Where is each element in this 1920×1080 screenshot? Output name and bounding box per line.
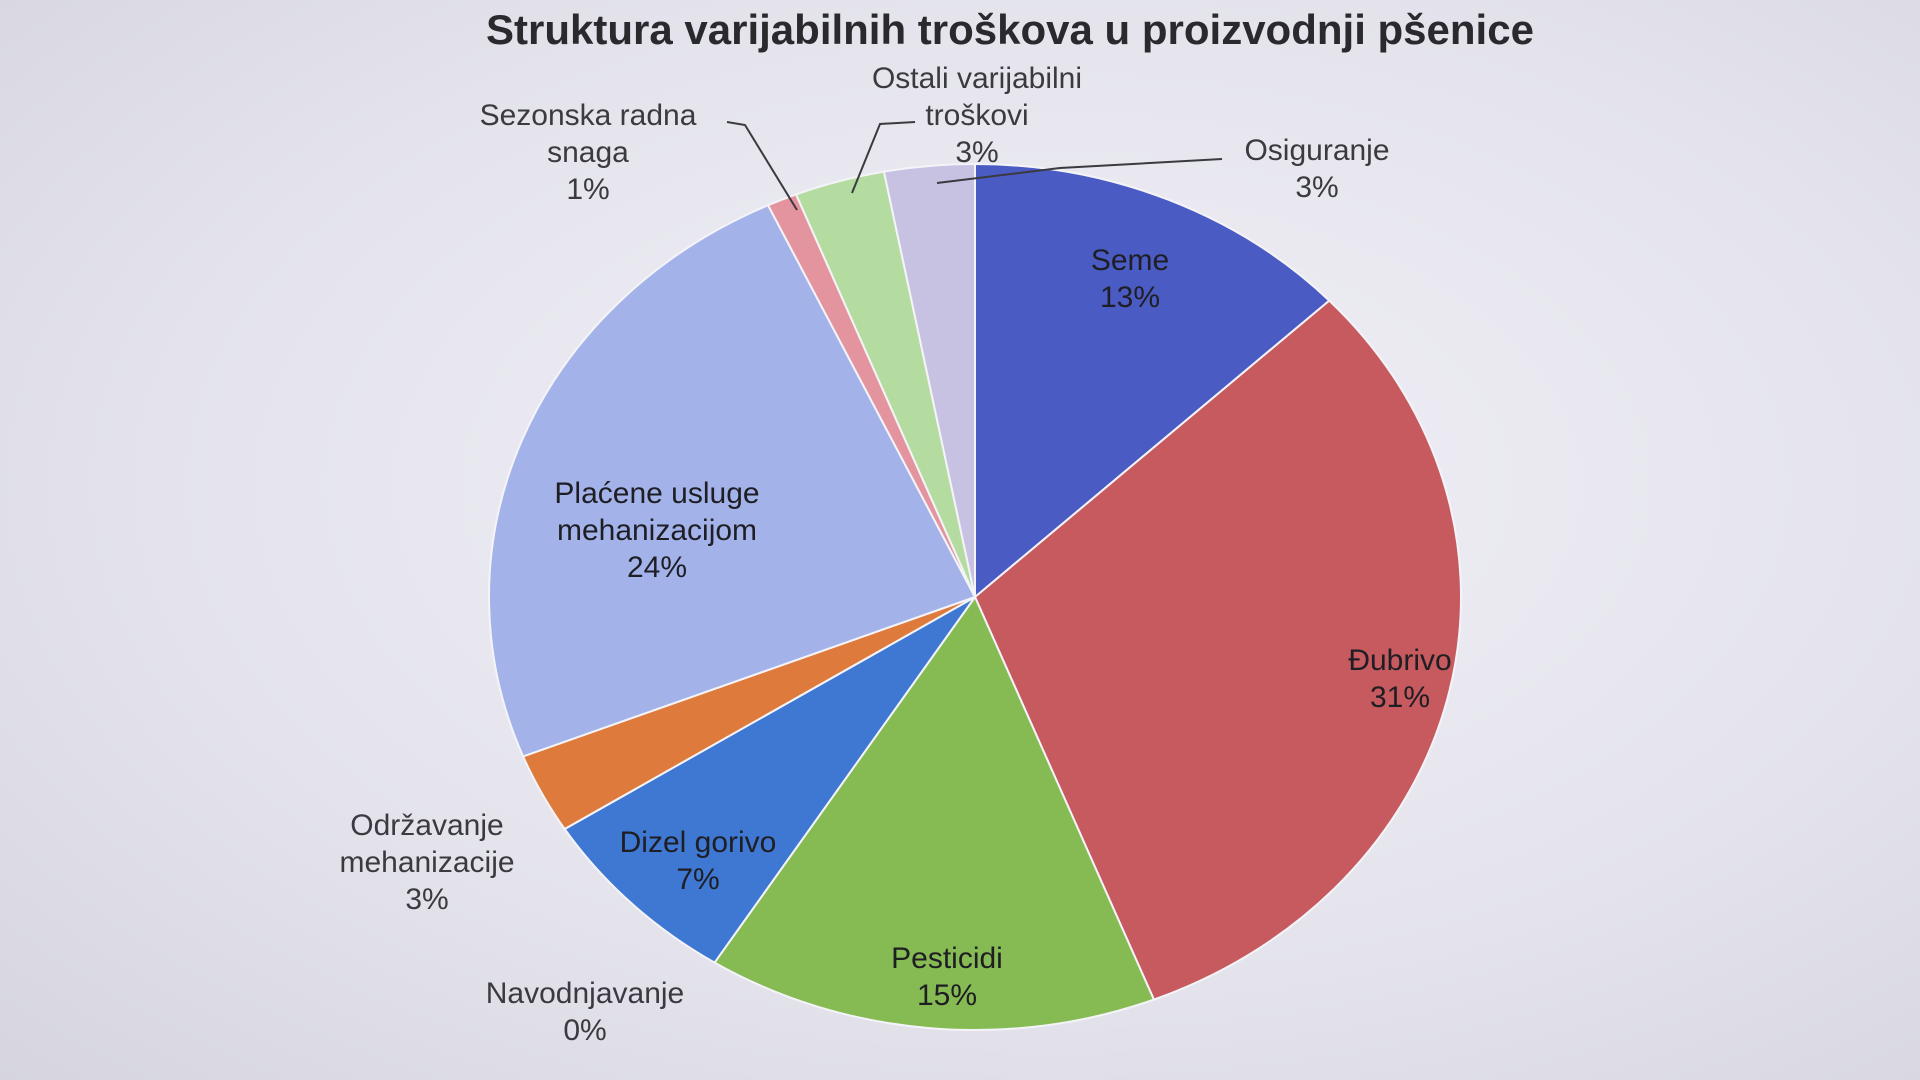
data-label-seme: Seme 13% <box>1091 244 1169 314</box>
data-label-pesticidi: Pesticidi 15% <box>891 942 1003 1012</box>
leader-line-osiguranje <box>936 158 1223 184</box>
data-label-odrzavanje-mehanizacije: Održavanje mehanizacije 3% <box>339 809 514 916</box>
slice-labels: Seme 13% Đubrivo 31% Pesticidi 15% Navodnjavan… <box>339 62 1451 1047</box>
leader-lines <box>726 121 1223 211</box>
leader-line-sezonska-radna-snaga <box>726 121 798 211</box>
data-label-placene-usluge-mehanizacijom: Plaćene usluge mehanizacijom 24% <box>554 477 759 584</box>
pie-slice-placene-usluge-mehanizacijom <box>488 203 977 758</box>
pie-slice-seme <box>974 162 1331 600</box>
chart-title: Struktura varijabilnih troškova u proizv… <box>486 6 1534 53</box>
data-label-dizel-gorivo: Dizel gorivo 7% <box>620 826 777 896</box>
data-label-osiguranje: Osiguranje 3% <box>1244 134 1389 204</box>
data-label-djubrivo: Đubrivo 31% <box>1348 644 1451 714</box>
pie-slice-osiguranje <box>882 162 976 598</box>
data-label-navodnjavanje: Navodnjavanje 0% <box>486 977 684 1047</box>
pie-slices <box>488 162 1462 1032</box>
pie-slice-dizel-gorivo <box>563 596 976 964</box>
pie-slice-djubrivo <box>973 299 1462 1001</box>
data-label-sezonska-radna-snaga: Sezonska radna snaga 1% <box>480 99 697 206</box>
data-label-ostali-varijabilni-troskovi: Ostali varijabilni troškovi 3% <box>872 62 1082 169</box>
pie-slice-pesticidi <box>713 594 1156 1032</box>
leader-line-ostali-varijabilni-troskovi <box>851 121 916 194</box>
